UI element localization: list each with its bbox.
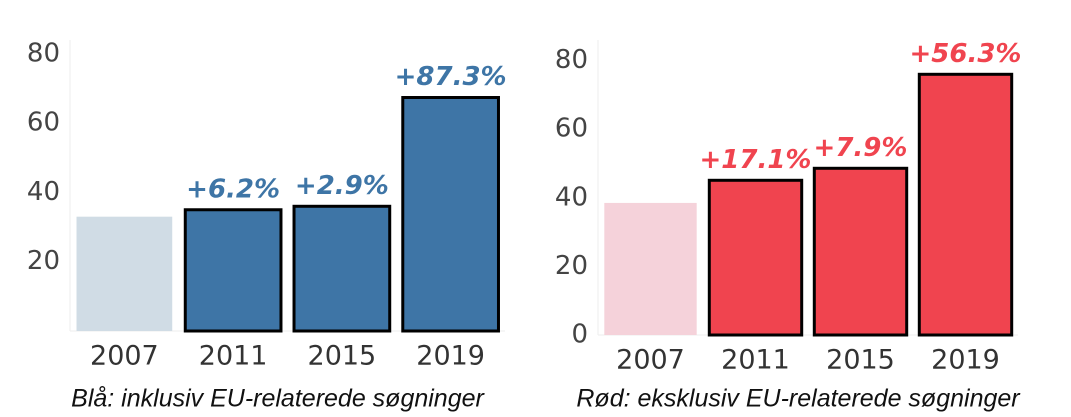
y-tick-label: 20	[27, 246, 60, 276]
caption: Blå: inklusiv EU-relaterede søgninger	[71, 385, 485, 413]
x-tick-label: 2019	[931, 345, 1000, 376]
bar	[292, 204, 392, 333]
y-tick-label: 40	[555, 182, 588, 212]
x-tick-label: 2011	[721, 345, 790, 376]
bar	[604, 202, 697, 335]
y-tick-label: 80	[555, 45, 588, 75]
y-tick-label: 20	[555, 251, 588, 281]
caption: Rød: eksklusiv EU-relaterede søgninger	[576, 385, 1021, 413]
x-tick-label: 2015	[308, 341, 377, 372]
x-tick-label: 2011	[199, 341, 268, 372]
bar	[76, 216, 173, 331]
bar	[183, 208, 283, 333]
bar	[707, 178, 804, 337]
data-label: +7.9%	[814, 133, 908, 163]
bar	[917, 72, 1014, 337]
data-label: +2.9%	[295, 171, 389, 201]
y-tick-label: 60	[555, 114, 588, 144]
y-tick-label: 60	[27, 108, 60, 138]
y-tick-label: 80	[27, 38, 60, 68]
x-tick-label: 2007	[90, 341, 159, 372]
y-tick-label: 0	[571, 320, 588, 350]
data-label: +17.1%	[700, 145, 812, 175]
data-label: +87.3%	[395, 62, 507, 92]
data-label: +56.3%	[910, 39, 1022, 69]
data-label: +6.2%	[186, 174, 280, 204]
x-tick-label: 2007	[616, 345, 685, 376]
bar	[812, 166, 909, 337]
y-tick-label: 40	[27, 177, 60, 207]
bar	[401, 96, 500, 333]
x-tick-label: 2019	[416, 341, 485, 372]
x-tick-label: 2015	[826, 345, 895, 376]
